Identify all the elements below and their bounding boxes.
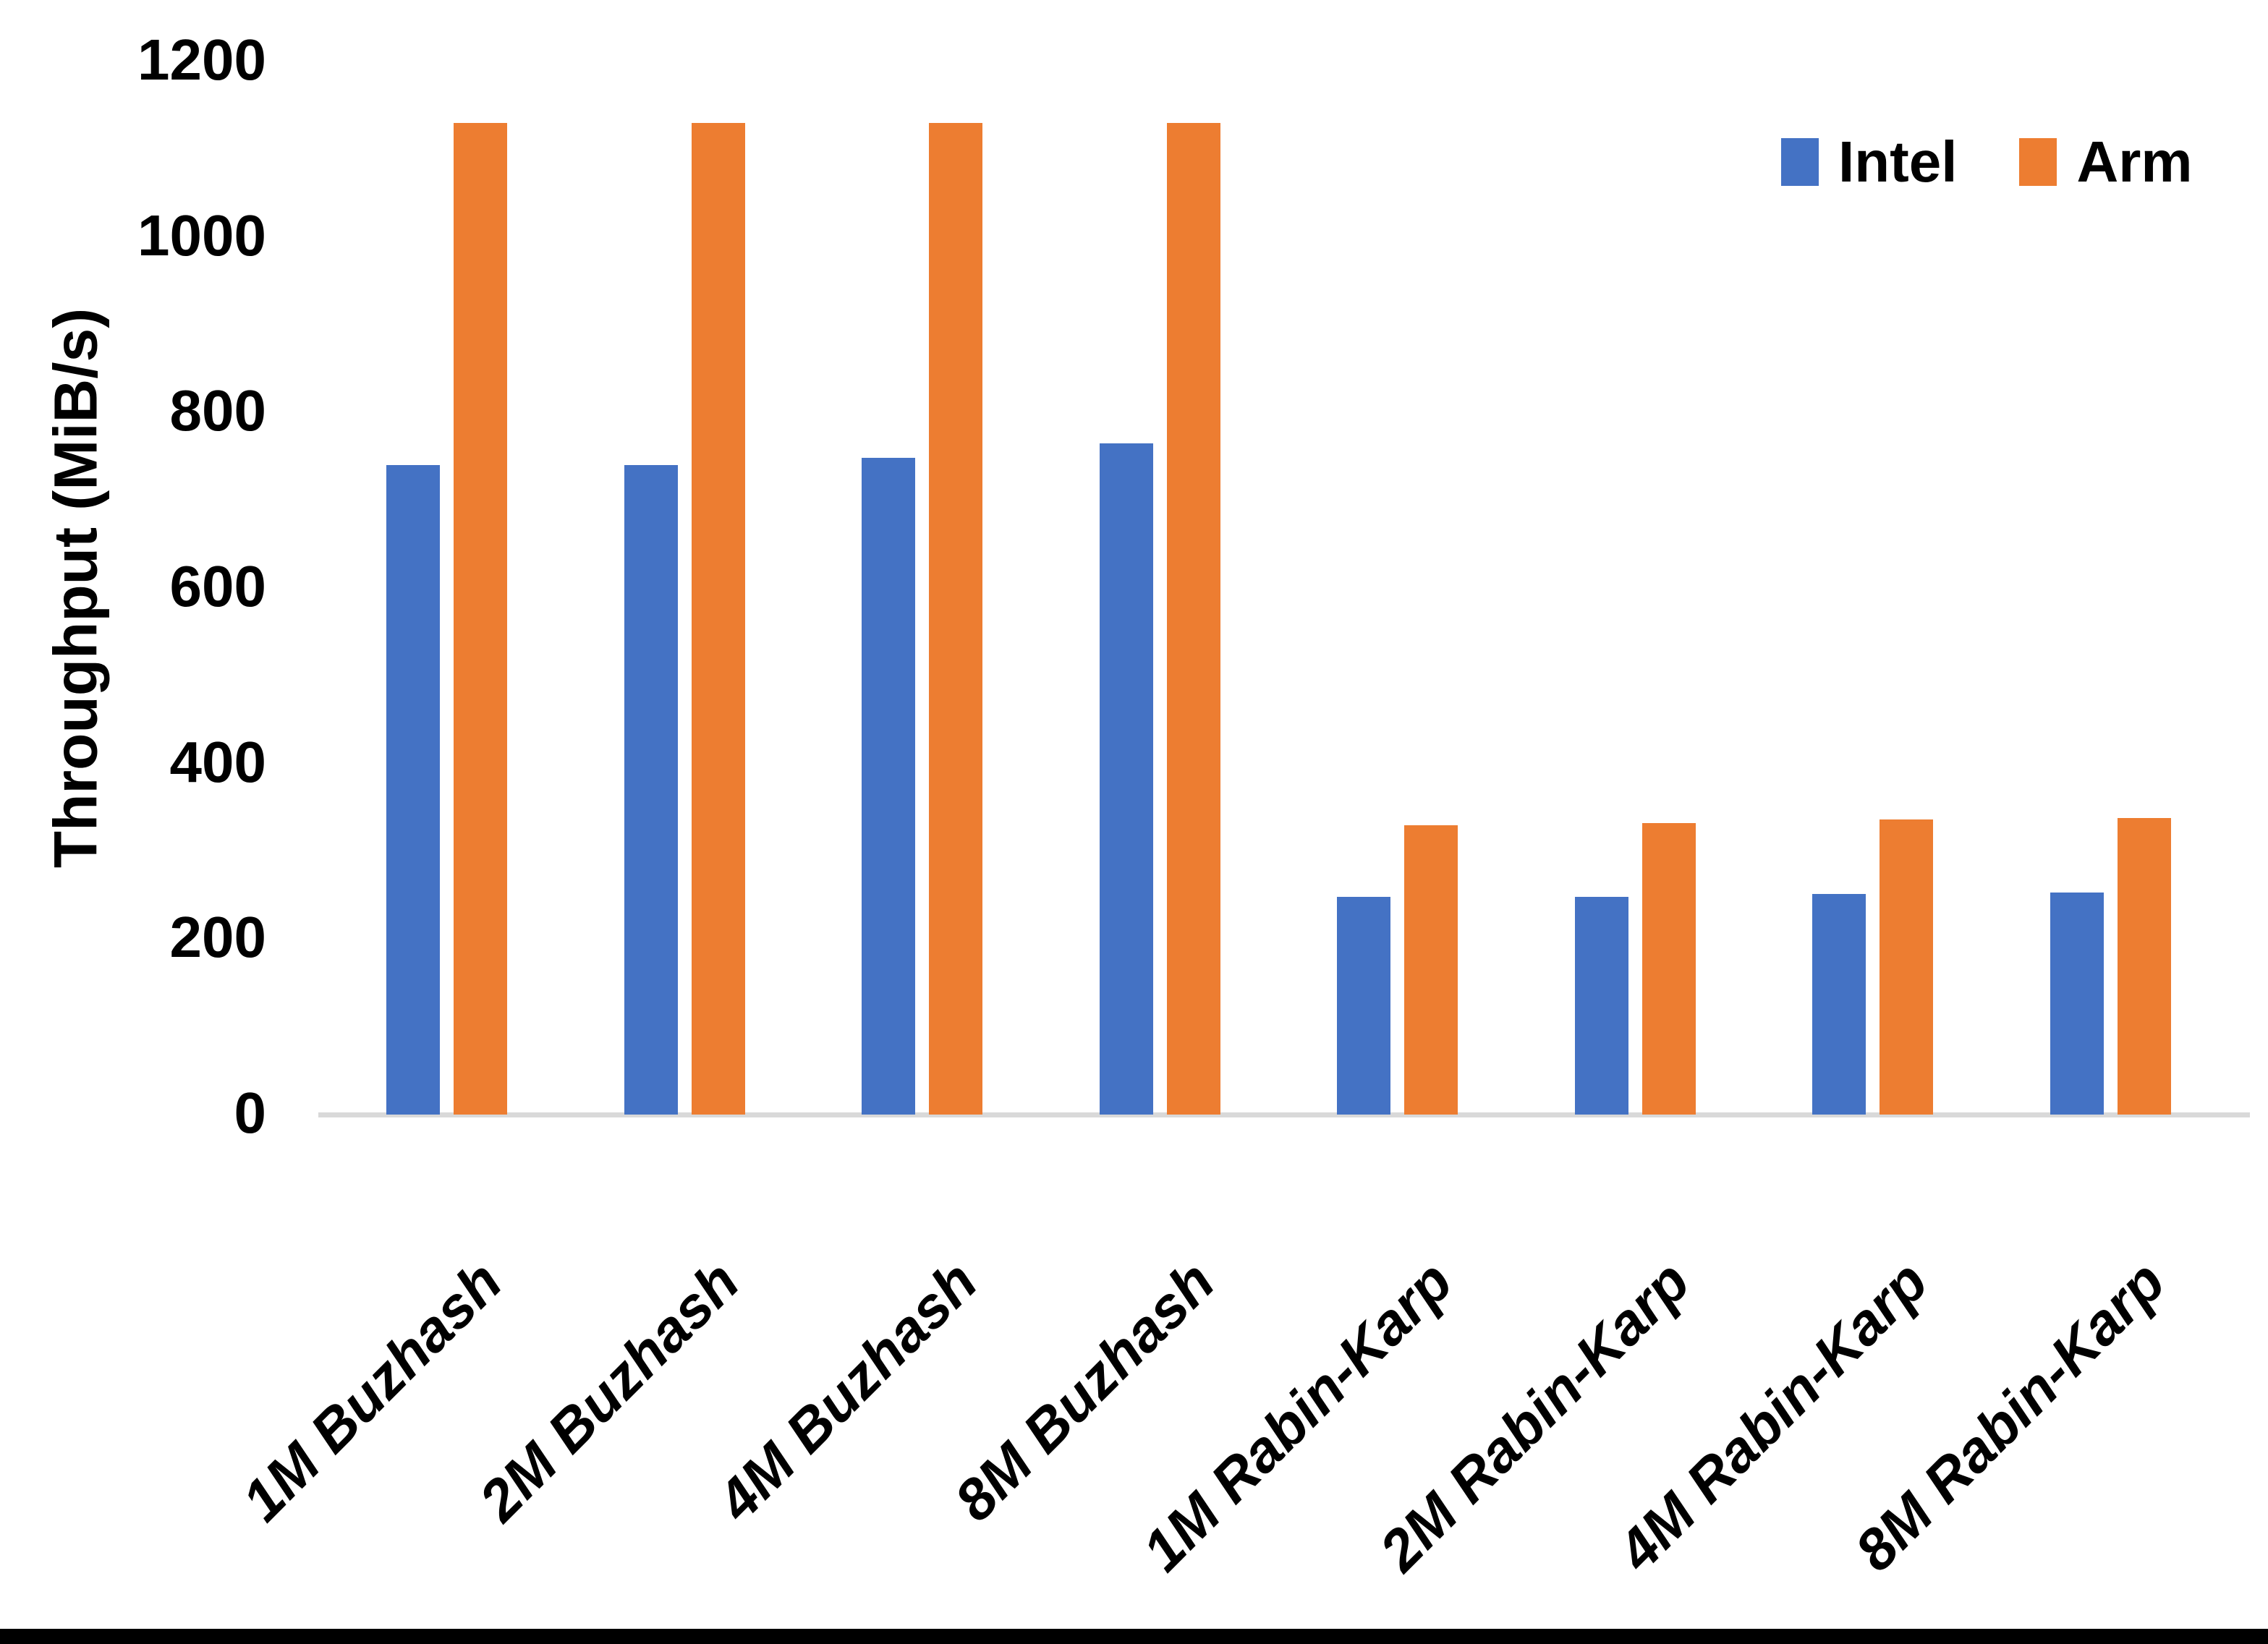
legend-label-arm: Arm bbox=[2076, 129, 2193, 194]
bar-intel-8m-buzhash bbox=[1100, 443, 1153, 1115]
bar-intel-1m-buzhash bbox=[386, 465, 440, 1115]
bar-arm-4m-buzhash bbox=[929, 123, 982, 1115]
legend-item-arm: Arm bbox=[2019, 129, 2193, 195]
bar-intel-2m-buzhash bbox=[624, 465, 678, 1115]
bar-arm-1m-buzhash bbox=[454, 123, 507, 1115]
y-tick-label: 1000 bbox=[137, 203, 266, 268]
legend-label-intel: Intel bbox=[1838, 129, 1958, 194]
y-tick-label: 800 bbox=[169, 378, 266, 443]
legend-item-intel: Intel bbox=[1781, 129, 1957, 195]
y-tick-label: 200 bbox=[169, 905, 266, 970]
y-tick-label: 400 bbox=[169, 729, 266, 794]
x-axis-line bbox=[318, 1112, 2250, 1117]
legend: Intel Arm bbox=[1781, 129, 2193, 195]
y-tick-label: 1200 bbox=[137, 27, 266, 93]
bar-arm-8m-rabin-karp bbox=[2118, 818, 2171, 1115]
bar-intel-4m-buzhash bbox=[862, 458, 915, 1115]
bar-intel-8m-rabin-karp bbox=[2050, 893, 2104, 1115]
bar-arm-1m-rabin-karp bbox=[1404, 825, 1458, 1115]
intel-series-swatch bbox=[1781, 138, 1819, 186]
bar-arm-2m-rabin-karp bbox=[1642, 823, 1696, 1115]
y-tick-label: 0 bbox=[234, 1081, 267, 1146]
bar-arm-8m-buzhash bbox=[1167, 123, 1220, 1115]
bottom-border bbox=[0, 1629, 2268, 1644]
y-tick-label: 600 bbox=[169, 554, 266, 619]
plot-area: 1M Buzhash 2M Buzhash 4M Buzhash 8M Buzhash… bbox=[229, 61, 2250, 1583]
bar-intel-1m-rabin-karp bbox=[1337, 897, 1390, 1115]
bar-intel-4m-rabin-karp bbox=[1812, 894, 1866, 1115]
bar-intel-2m-rabin-karp bbox=[1575, 897, 1628, 1115]
bar-arm-4m-rabin-karp bbox=[1880, 819, 1933, 1115]
arm-series-swatch bbox=[2019, 138, 2057, 186]
y-axis-title: Throughput (MiB/s) bbox=[22, 61, 130, 1115]
y-axis-title-text: Throughput (MiB/s) bbox=[41, 307, 110, 869]
bar-arm-2m-buzhash bbox=[692, 123, 745, 1115]
